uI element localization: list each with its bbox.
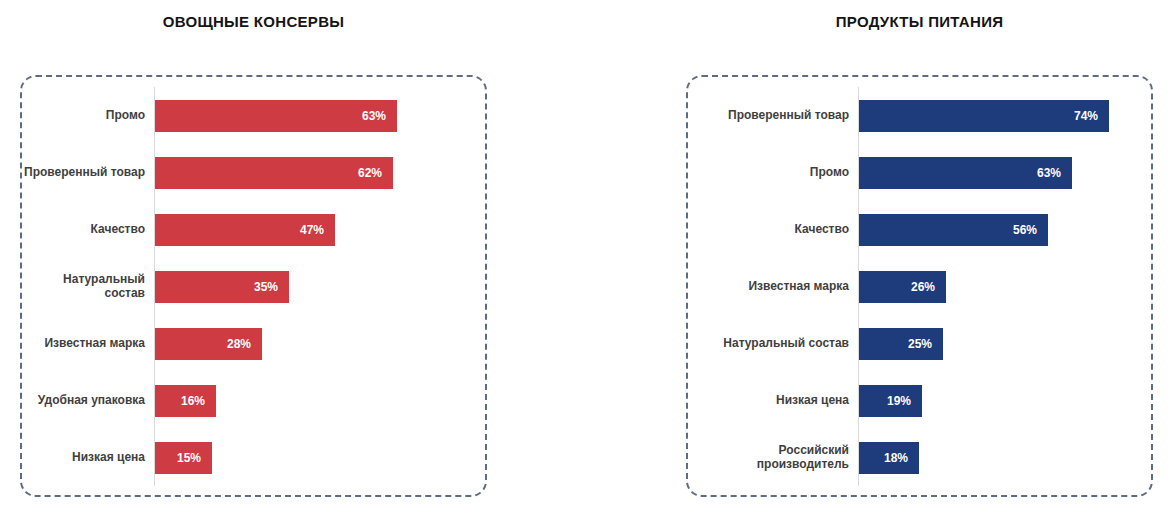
bar: 35% <box>154 271 289 303</box>
bar-row: Качество 56% <box>688 201 1151 258</box>
bar-row: Известная марка 26% <box>688 258 1151 315</box>
dual-bar-chart-figure: ОВОЩНЫЕ КОНСЕРВЫ Промо63%Проверенный тов… <box>0 0 1176 528</box>
chart-title-food-products: ПРОДУКТЫ ПИТАНИЯ <box>686 13 1153 30</box>
bar-row: Низкая цена 19% <box>688 372 1151 429</box>
category-label: Удобная упаковка <box>22 394 154 408</box>
value-label: 28% <box>227 337 262 351</box>
category-label: Проверенный товар <box>688 109 858 123</box>
bar-row: Известная марка 28% <box>22 315 485 372</box>
bar: 56% <box>858 214 1048 246</box>
value-label: 25% <box>908 337 943 351</box>
bar-row: Качество 47% <box>22 201 485 258</box>
bar: 25% <box>858 328 943 360</box>
category-label: Известная марка <box>22 337 154 351</box>
bar: 26% <box>858 271 946 303</box>
value-label: 26% <box>911 280 946 294</box>
axis-baseline <box>858 87 859 486</box>
chart-title-vegetable-preserves: ОВОЩНЫЕ КОНСЕРВЫ <box>20 13 487 30</box>
category-label: Натуральный состав <box>688 337 858 351</box>
category-label: Низкая цена <box>22 451 154 465</box>
bar: 63% <box>154 100 397 132</box>
value-label: 16% <box>181 394 216 408</box>
bar-row: Промо 63% <box>22 87 485 144</box>
category-label: Качество <box>688 223 858 237</box>
value-label: 47% <box>300 223 335 237</box>
category-label: Натуральный состав <box>22 273 154 301</box>
bar: 19% <box>858 385 922 417</box>
bar-rows: Промо 63% Проверенный товар 62% Качество 47% Н… <box>22 77 485 486</box>
value-label: 63% <box>1037 166 1072 180</box>
bar: 63% <box>858 157 1072 189</box>
category-label: Промо <box>22 109 154 123</box>
bar: 74% <box>858 100 1109 132</box>
bar: 16% <box>154 385 216 417</box>
value-label: 62% <box>358 166 393 180</box>
bar-row: Российский производитель 18% <box>688 429 1151 486</box>
category-label: Российский производитель <box>688 444 858 472</box>
category-label: Качество <box>22 223 154 237</box>
bar: 28% <box>154 328 262 360</box>
value-label: 19% <box>887 394 922 408</box>
bar: 15% <box>154 442 212 474</box>
category-label: Низкая цена <box>688 394 858 408</box>
bar-row: Натуральный состав 25% <box>688 315 1151 372</box>
bar: 47% <box>154 214 335 246</box>
bar-row: Промо 63% <box>688 144 1151 201</box>
chart-frame-food-products: Проверенный товар 74% Промо 63% Качество 56% И… <box>686 75 1153 497</box>
bar-row: Проверенный товар 74% <box>688 87 1151 144</box>
value-label: 56% <box>1013 223 1048 237</box>
bar-row: Низкая цена 15% <box>22 429 485 486</box>
value-label: 15% <box>177 451 212 465</box>
category-label: Известная марка <box>688 280 858 294</box>
bar: 18% <box>858 442 919 474</box>
value-label: 35% <box>254 280 289 294</box>
bar-row: Проверенный товар 62% <box>22 144 485 201</box>
axis-baseline <box>154 87 155 486</box>
value-label: 18% <box>884 451 919 465</box>
category-label: Проверенный товар <box>22 166 154 180</box>
bar-row: Натуральный состав 35% <box>22 258 485 315</box>
value-label: 63% <box>362 109 397 123</box>
bar-row: Удобная упаковка 16% <box>22 372 485 429</box>
chart-frame-vegetable-preserves: Промо 63% Проверенный товар 62% Качество 47% Н… <box>20 75 487 497</box>
category-label: Промо <box>688 166 858 180</box>
bar-rows: Проверенный товар 74% Промо 63% Качество 56% И… <box>688 77 1151 486</box>
bar: 62% <box>154 157 393 189</box>
value-label: 74% <box>1074 109 1109 123</box>
